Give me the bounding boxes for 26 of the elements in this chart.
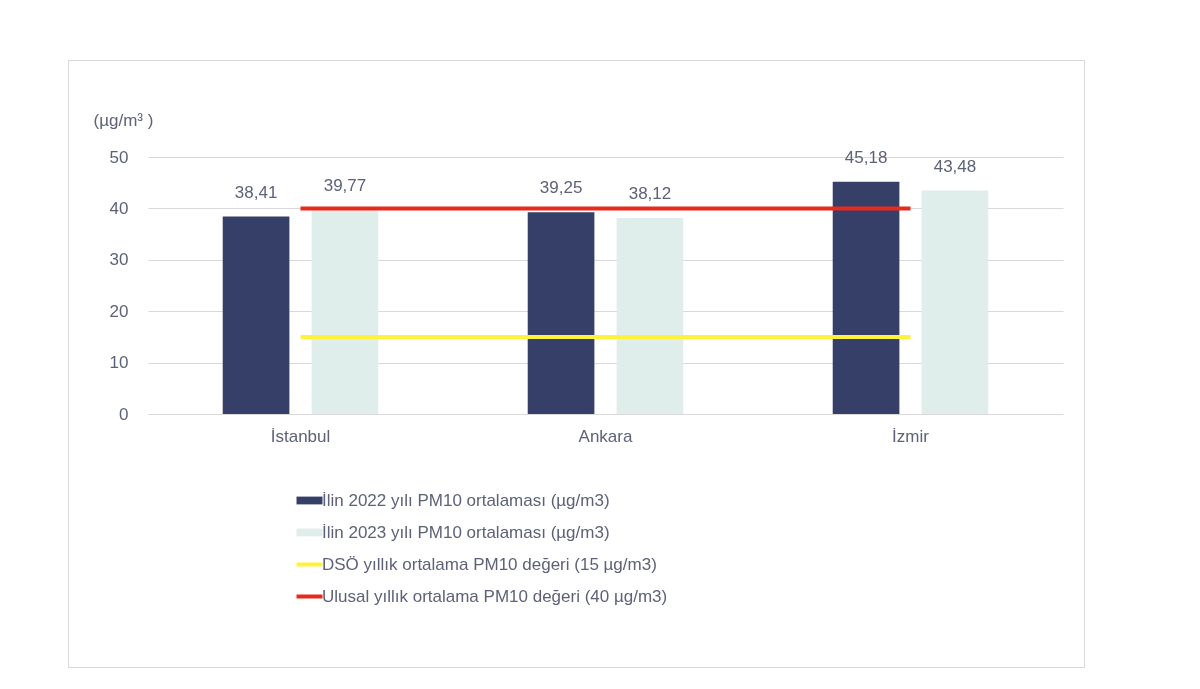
bar	[311, 209, 379, 414]
data-label: 43,48	[933, 156, 977, 176]
bar	[616, 218, 684, 414]
data-label: 38,12	[628, 184, 672, 204]
y-tick-label: 0	[119, 404, 129, 424]
data-label: 45,18	[844, 147, 888, 167]
x-tick-label: İzmir	[892, 426, 930, 446]
bar	[921, 190, 989, 414]
data-label: 39,25	[539, 178, 583, 198]
x-tick-label: İstanbul	[270, 426, 331, 446]
legend-label: Ulusal yıllık ortalama PM10 değeri (40 µg/m3)	[322, 586, 668, 606]
bar	[527, 212, 595, 414]
bar	[222, 216, 290, 414]
data-label: 38,41	[234, 182, 278, 202]
y-tick-label: 20	[109, 301, 129, 321]
x-tick-label: Ankara	[578, 426, 633, 446]
legend-label: İlin 2022 yılı PM10 ortalaması (µg/m3)	[322, 490, 610, 510]
y-tick-label: 10	[109, 353, 129, 373]
y-tick-label: 50	[109, 147, 129, 167]
y-tick-label: 30	[109, 250, 129, 270]
data-label: 39,77	[323, 175, 367, 195]
bar	[832, 181, 900, 414]
legend-label: DSÖ yıllık ortalama PM10 değeri (15 µg/m3)	[322, 554, 657, 574]
y-axis-title: (µg/m³ )	[93, 110, 154, 130]
legend-label: İlin 2023 yılı PM10 ortalaması (µg/m3)	[322, 522, 610, 542]
y-tick-label: 40	[109, 198, 129, 218]
